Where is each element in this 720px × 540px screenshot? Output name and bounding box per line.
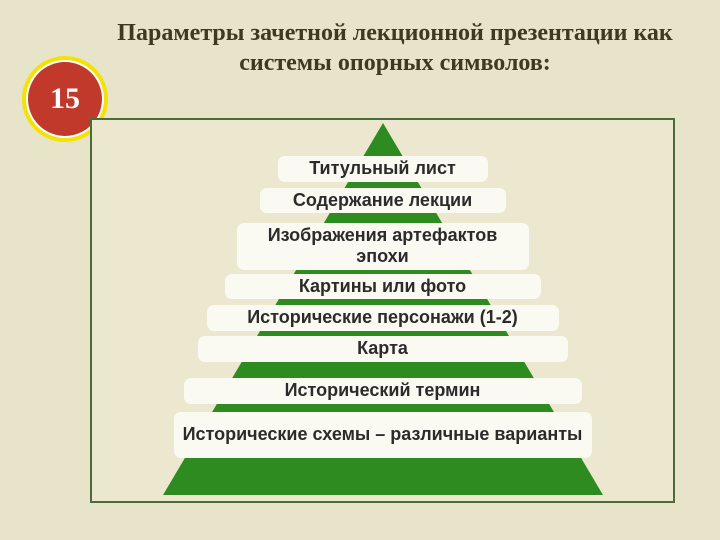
content-panel: Титульный лист Содержание лекции Изображен… (90, 118, 675, 503)
pyramid-level-3: Изображения артефактов эпохи (237, 223, 529, 269)
pyramid-level-1: Титульный лист (278, 156, 488, 182)
slide: Параметры зачетной лекционной презентаци… (0, 0, 720, 540)
slide-number-text: 15 (50, 82, 80, 116)
pyramid-levels: Титульный лист Содержание лекции Изображен… (92, 156, 673, 458)
slide-title: Параметры зачетной лекционной презентаци… (100, 18, 690, 78)
pyramid-level-6: Карта (198, 336, 568, 362)
pyramid-level-2: Содержание лекции (260, 188, 506, 214)
pyramid-level-4: Картины или фото (225, 274, 541, 300)
pyramid-level-8: Исторические схемы – различные варианты (174, 412, 592, 458)
pyramid-level-7: Исторический термин (184, 378, 582, 404)
pyramid-level-5: Исторические персонажи (1-2) (207, 305, 559, 331)
